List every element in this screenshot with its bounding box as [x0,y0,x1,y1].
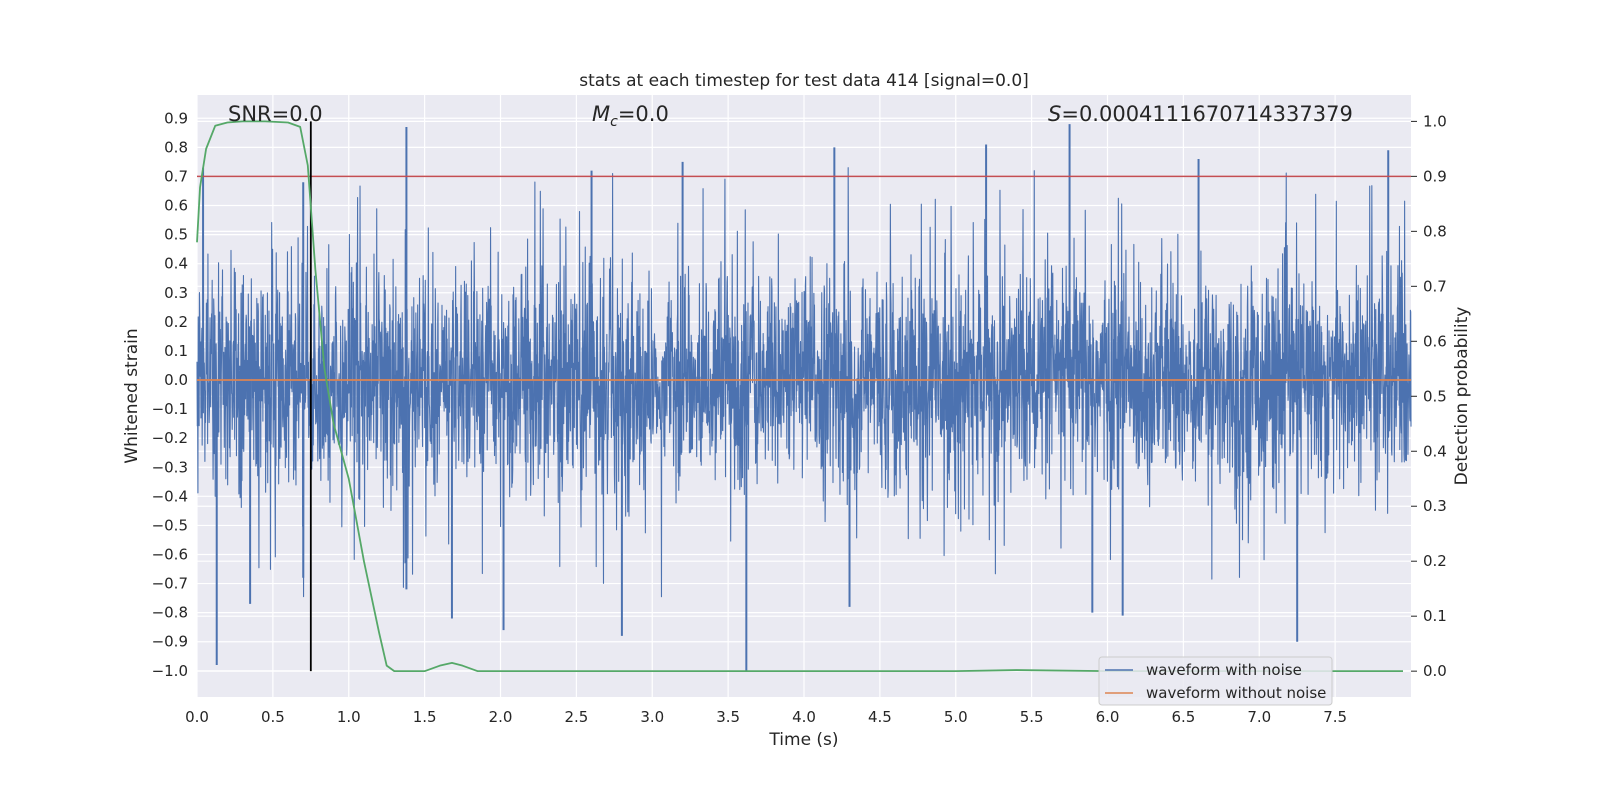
axes-ticks: 0.0 0.5 1.0 1.5 2.0 2.5 3.0 3.5 4.0 4.5 5.0 5.5 6.0 6… [152,109,1447,726]
plot-content [196,120,1412,673]
waveform-with-noise-line [196,167,1412,598]
legend-label-waveform-with-noise: waveform with noise [1146,661,1302,679]
y2-tick-label: 0.7 [1423,277,1447,295]
x-tick-label: 6.5 [1171,708,1195,726]
x-tick-label: 7.0 [1247,708,1271,726]
y2-axis-label: Detection probability [1452,307,1472,486]
y-tick-label: −0.6 [152,545,188,563]
y2-tick-label: 0.2 [1423,552,1447,570]
y-tick-label: −0.1 [152,400,188,418]
x-tick-label: 5.0 [944,708,968,726]
y-tick-label: 0.8 [164,138,188,156]
x-tick-label: 4.0 [792,708,816,726]
score-annotation: S=0.0004111670714337379 [1048,102,1353,126]
x-tick-label: 3.5 [716,708,740,726]
chirp-mass-value: =0.0 [618,102,669,126]
y-tick-label: −0.2 [152,429,188,447]
y-tick-label: 0.2 [164,313,188,331]
x-tick-label: 0.0 [185,708,209,726]
chirp-mass-annotation: Mc=0.0 [592,102,669,130]
x-tick-label: 0.5 [261,708,285,726]
y2-tick-label: 0.1 [1423,607,1447,625]
y-tick-label: 0.9 [164,109,188,127]
y-tick-label: −0.9 [152,633,188,651]
x-tick-label: 6.0 [1096,708,1120,726]
y2-tick-label: 0.9 [1423,167,1447,185]
x-tick-label: 2.5 [564,708,588,726]
y2-tick-label: 0.3 [1423,497,1447,515]
chirp-mass-subscript: c [610,114,618,130]
series-waveform-with-noise [196,124,1412,671]
x-tick-label: 3.0 [640,708,664,726]
y-tick-label: −1.0 [152,662,188,680]
y-tick-label: 0.5 [164,226,188,244]
y-tick-label: −0.8 [152,604,188,622]
y-tick-label: 0.0 [164,371,188,389]
x-tick-label: 4.5 [868,708,892,726]
y2-tick-label: 1.0 [1423,112,1447,130]
y-tick-label: 0.4 [164,255,188,273]
x-tick-label: 5.5 [1020,708,1044,726]
x-tick-label: 7.5 [1323,708,1347,726]
y-tick-label: 0.1 [164,342,188,360]
x-tick-label: 1.5 [413,708,437,726]
legend-box [1098,656,1333,706]
chirp-mass-symbol: M [592,102,610,126]
y2-tick-label: 0.5 [1423,387,1447,405]
x-tick-label: 2.0 [489,708,513,726]
score-value: =0.0004111670714337379 [1061,102,1353,126]
chart-title: stats at each timestep for test data 414… [579,71,1029,91]
detection-probability-line [196,120,1403,673]
snr-annotation: SNR=0.0 [228,102,323,126]
overlay-lines [196,120,1411,673]
y-tick-label: −0.7 [152,575,188,593]
y2-tick-label: 0.6 [1423,332,1447,350]
y-tick-label: 0.7 [164,167,188,185]
y-tick-label: −0.4 [152,487,188,505]
y-tick-label: 0.3 [164,284,188,302]
y2-tick-label: 0.0 [1423,662,1447,680]
y2-tick-label: 0.4 [1423,442,1447,460]
legend: waveform with noise waveform without noi… [1098,656,1333,706]
legend-label-waveform-without-noise: waveform without noise [1146,684,1326,702]
y-tick-label: −0.3 [152,458,188,476]
y-tick-label: −0.5 [152,516,188,534]
score-symbol: S [1048,102,1061,126]
y-tick-label: 0.6 [164,197,188,215]
x-tick-label: 1.0 [337,708,361,726]
y-axis-label: Whitened strain [122,328,142,463]
y2-tick-label: 0.8 [1423,222,1447,240]
x-axis-label: Time (s) [768,730,838,750]
